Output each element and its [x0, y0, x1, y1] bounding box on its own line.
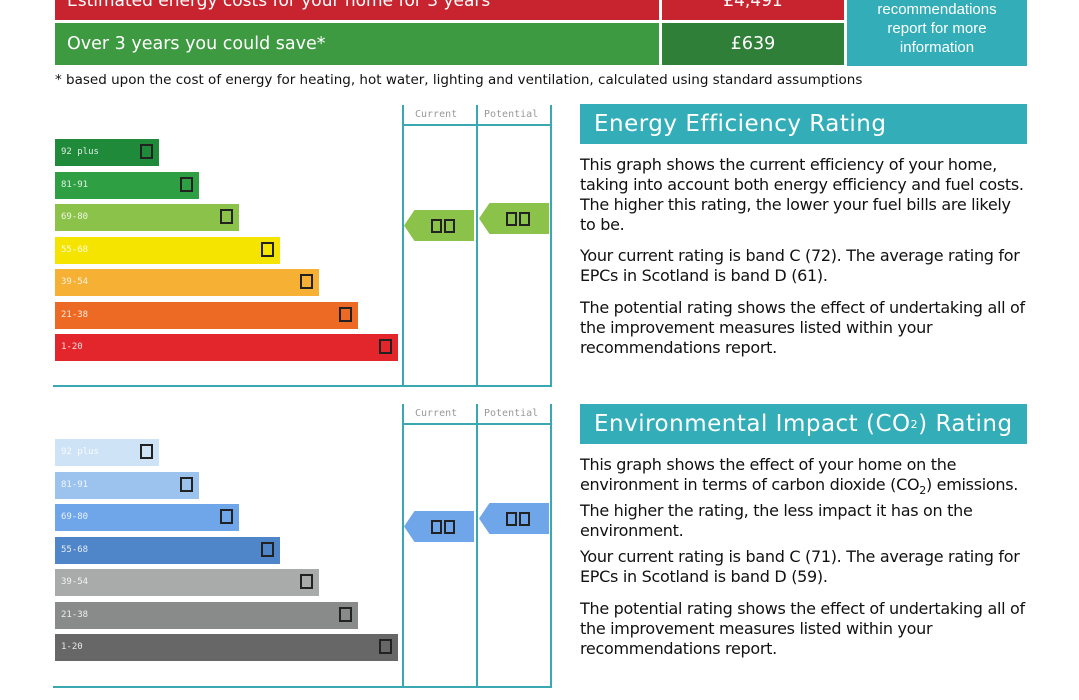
- current-rating-arrow: [404, 511, 474, 542]
- current-rating-arrow: [404, 210, 474, 241]
- rating-band-letter: [379, 339, 392, 354]
- rating-band-range: 1-20: [61, 342, 83, 352]
- environmental-impact-title-sub: 2: [910, 417, 919, 431]
- rating-band-c: 69-80: [55, 204, 239, 231]
- environment-paragraph-1-post: ) emissions. The higher the rating, the …: [580, 475, 1019, 541]
- savings-label-cell: Over 3 years you could save*: [55, 23, 659, 65]
- savings-label: Over 3 years you could save*: [67, 34, 326, 54]
- rating-band-letter: [379, 639, 392, 654]
- rating-band-letter: [300, 274, 313, 289]
- energy-paragraph-1: This graph shows the current efficiency …: [580, 155, 1024, 234]
- environment-paragraph-1-sub: 2: [919, 484, 926, 498]
- rating-band-range: 39-54: [61, 577, 89, 587]
- rating-band-range: 39-54: [61, 277, 89, 287]
- environment-paragraph-2: Your current rating is band C (71). The …: [580, 547, 1020, 586]
- rating-band-range: 69-80: [61, 212, 89, 222]
- rating-band-letter: [180, 176, 193, 192]
- rating-band-range: 81-91: [61, 479, 89, 490]
- rating-band-b: 81-91: [55, 471, 199, 499]
- savings-value-cell: £639: [662, 23, 844, 65]
- recommendations-note-line: recommendations: [877, 1, 997, 18]
- potential-column-header: Potential: [484, 109, 539, 120]
- current-rating-value: [423, 519, 455, 534]
- environment-paragraph-3: The potential rating shows the effect of…: [580, 599, 1025, 658]
- energy-paragraph-2: Your current rating is band C (72). The …: [580, 246, 1020, 285]
- rating-band-e: 39-54: [55, 269, 319, 296]
- recommendations-note-line: information: [899, 39, 975, 56]
- energy-paragraph-3: The potential rating shows the effect of…: [580, 298, 1025, 357]
- rating-band-range: 21-38: [61, 309, 89, 320]
- recommendations-note-line: report for more: [887, 20, 987, 37]
- rating-band-a: 92 plus: [55, 139, 159, 166]
- rating-band-d: 55-68: [55, 536, 280, 564]
- environmental-impact-title: Environmental Impact (CO 2) Rating: [580, 404, 1027, 444]
- rating-band-letter: [180, 476, 193, 492]
- rating-band-letter: [140, 444, 153, 459]
- rating-band-f: 21-38: [55, 301, 358, 329]
- rating-band-letter: [339, 606, 352, 622]
- rating-band-range: 55-68: [61, 244, 89, 255]
- estimated-costs-label-cell: Estimated energy costs for your home for…: [55, 0, 659, 20]
- potential-rating-value: [498, 211, 530, 226]
- rating-band-c: 69-80: [55, 504, 239, 531]
- rating-band-letter: [261, 241, 274, 257]
- rating-band-letter: [140, 144, 153, 159]
- rating-band-letter: [300, 574, 313, 589]
- environment-paragraph-1-pre: This graph shows the effect of your home…: [580, 455, 957, 494]
- environmental-impact-title-post: ) Rating: [918, 411, 1013, 437]
- estimated-costs-label: Estimated energy costs for your home for…: [67, 0, 491, 11]
- current-column-header: Current: [415, 109, 458, 120]
- savings-value: £639: [730, 34, 776, 54]
- rating-band-d: 55-68: [55, 236, 280, 264]
- potential-rating-arrow: [479, 503, 549, 534]
- rating-band-range: 55-68: [61, 544, 89, 555]
- rating-band-b: 81-91: [55, 171, 199, 199]
- current-rating-value: [423, 218, 455, 233]
- rating-band-a: 92 plus: [55, 439, 159, 466]
- rating-band-f: 21-38: [55, 601, 358, 629]
- environmental-impact-graph: Current Potential 92 plus 81-91 69-80 55-68…: [53, 404, 552, 688]
- rating-band-range: 92 plus: [61, 147, 99, 157]
- cost-footnote: * based upon the cost of energy for heat…: [55, 72, 863, 88]
- rating-band-letter: [339, 306, 352, 322]
- environmental-impact-title-pre: Environmental Impact (CO: [594, 411, 911, 437]
- rating-band-letter: [220, 209, 233, 224]
- rating-band-e: 39-54: [55, 569, 319, 596]
- rating-band-range: 21-38: [61, 609, 89, 620]
- energy-efficiency-graph: Current Potential 92 plus 81-91 69-80 55-68…: [53, 105, 552, 389]
- rating-band-range: 92 plus: [61, 447, 99, 457]
- recommendations-note: recommendations report for more informat…: [847, 0, 1027, 66]
- rating-band-letter: [261, 541, 274, 557]
- potential-rating-value: [498, 511, 530, 526]
- rating-band-range: 69-80: [61, 512, 89, 522]
- rating-band-letter: [220, 509, 233, 524]
- rating-band-g: 1-20: [55, 634, 398, 661]
- energy-efficiency-title: Energy Efficiency Rating: [580, 104, 1027, 144]
- current-column-header: Current: [415, 408, 458, 419]
- estimated-costs-value: £4,491: [723, 0, 783, 11]
- rating-band-range: 1-20: [61, 642, 83, 652]
- potential-rating-arrow: [479, 203, 549, 234]
- estimated-costs-value-cell: £4,491: [662, 0, 844, 20]
- rating-band-range: 81-91: [61, 179, 89, 190]
- rating-band-g: 1-20: [55, 334, 398, 361]
- potential-column-header: Potential: [484, 408, 539, 419]
- environment-paragraph-1: This graph shows the effect of your home…: [580, 455, 1025, 541]
